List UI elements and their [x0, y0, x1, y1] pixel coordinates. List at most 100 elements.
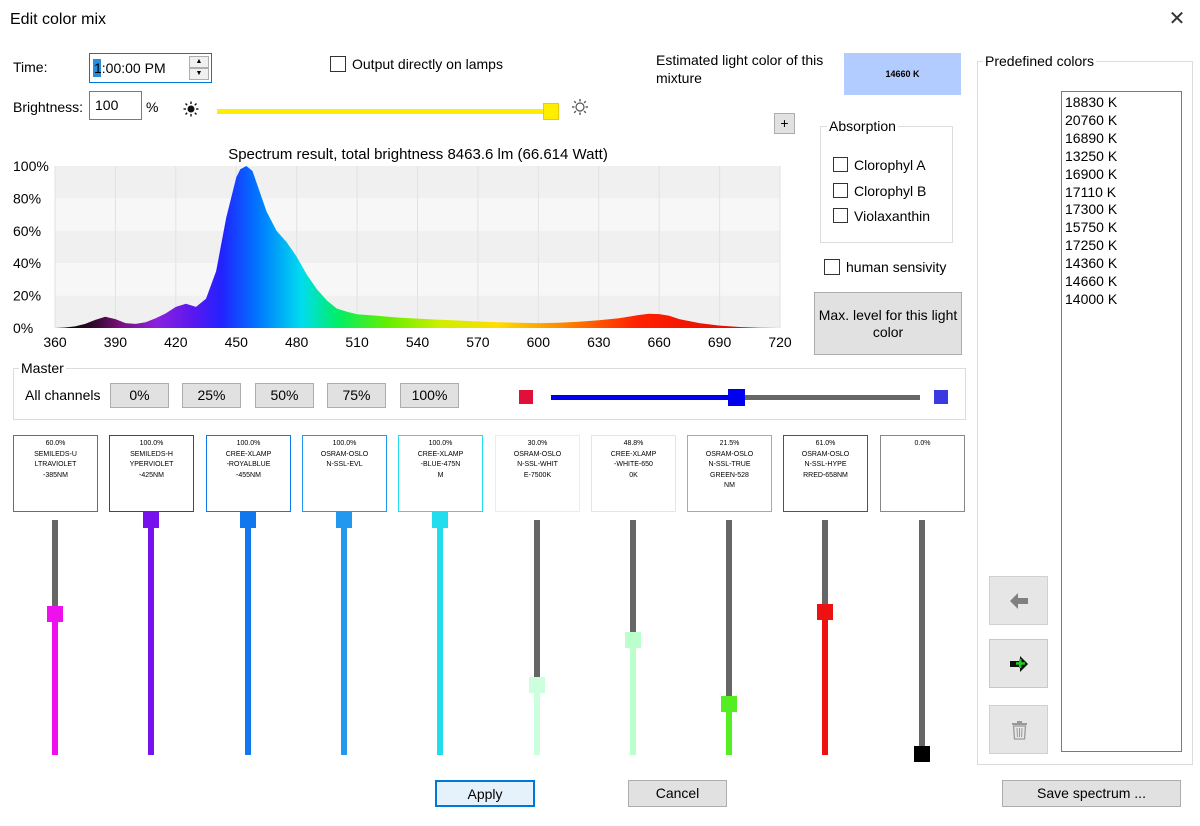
channel-slider-track[interactable]: [919, 520, 925, 755]
max-level-button[interactable]: Max. level for this light color: [814, 292, 962, 355]
list-item[interactable]: 14660 K: [1065, 273, 1118, 290]
list-item[interactable]: 17250 K: [1065, 237, 1118, 254]
channel-percent: 100.0%: [236, 440, 261, 447]
list-item[interactable]: 17110 K: [1065, 183, 1117, 200]
predefined-list[interactable]: 18830 K 20760 K 16890 K 13250 K 16900 K 17110…: [1061, 91, 1182, 752]
list-item[interactable]: 17300 K: [1065, 201, 1118, 218]
channel-percent: 30.0%: [527, 440, 548, 447]
channel-percent: 0.0%: [914, 440, 931, 447]
list-item[interactable]: 14000 K: [1065, 290, 1118, 307]
x-tick-label: 360: [43, 334, 67, 350]
channel-slider-thumb[interactable]: [817, 603, 833, 620]
channel-name-line: OSRAM-OSLO: [705, 450, 754, 458]
channel-name-line: -455NM: [236, 471, 261, 479]
sun-small-icon: [183, 101, 199, 117]
human-sensivity-checkbox[interactable]: [824, 259, 840, 275]
cancel-button[interactable]: Cancel: [628, 780, 727, 807]
list-item[interactable]: 18830 K: [1065, 94, 1118, 110]
preset-25-button[interactable]: 25%: [182, 383, 241, 408]
preset-75-button[interactable]: 75%: [327, 383, 386, 408]
channel-box-10[interactable]: 0.0%: [880, 435, 965, 512]
y-tick-label: 80%: [13, 190, 41, 206]
channel-name-line: OSRAM-OSLO: [513, 450, 562, 458]
sun-large-icon: [572, 99, 588, 115]
channel-name-line: CREE-XLAMP: [610, 450, 657, 458]
channel-slider-thumb[interactable]: [336, 512, 352, 528]
channel-name-line: N-SSL-EVL: [326, 461, 363, 468]
list-item[interactable]: 15750 K: [1065, 219, 1118, 236]
brightness-input[interactable]: 100: [89, 91, 142, 120]
channel-slider-track[interactable]: [534, 520, 540, 685]
close-icon[interactable]: ✕: [1168, 8, 1186, 30]
time-picker[interactable]: 1:00:00 PM ▲ ▼: [89, 53, 212, 83]
estimated-color-value: 14660 K: [885, 69, 920, 79]
clorophyl-b-checkbox[interactable]: [833, 183, 848, 198]
load-color-button[interactable]: [989, 576, 1048, 625]
apply-button[interactable]: Apply: [435, 780, 535, 807]
brightness-slider-track[interactable]: [217, 109, 551, 114]
channel-slider-thumb[interactable]: [432, 512, 448, 528]
estimate-label-line2: mixture: [656, 70, 702, 86]
channel-slider-thumb[interactable]: [529, 676, 545, 693]
y-tick-label: 20%: [13, 288, 41, 304]
channel-box-8[interactable]: 21.5% OSRAM-OSLO N-SSL-TRUE GREEN-528 NM: [687, 435, 772, 512]
channel-slider-track[interactable]: [822, 520, 828, 612]
channel-name-line: -WHITE-650: [614, 461, 653, 468]
channel-slider-thumb[interactable]: [240, 512, 256, 528]
violaxanthin-checkbox[interactable]: [833, 208, 848, 223]
max-level-line1: Max. level for this light: [818, 307, 958, 323]
channel-box-4[interactable]: 100.0% OSRAM-OSLO N-SSL-EVL: [302, 435, 387, 512]
channel-box-5[interactable]: 100.0% CREE-XLAMP -BLUE-475N M: [398, 435, 483, 512]
channel-slider-fill: [341, 520, 347, 755]
output-lamps-label: Output directly on lamps: [352, 56, 503, 72]
time-value: 1:00:00 PM: [94, 60, 166, 76]
channel-slider-track[interactable]: [52, 520, 58, 614]
channel-name-line: SEMILEDS-H: [130, 450, 173, 458]
channel-box-7[interactable]: 48.8% CREE-XLAMP -WHITE-650 0K: [591, 435, 676, 512]
channel-percent: 100.0%: [332, 440, 357, 447]
delete-color-button[interactable]: [989, 705, 1048, 754]
list-item[interactable]: 14360 K: [1065, 255, 1118, 272]
list-item[interactable]: 16890 K: [1065, 129, 1118, 146]
channel-slider-thumb[interactable]: [625, 632, 641, 649]
time-label: Time:: [13, 59, 48, 75]
channel-slider-track[interactable]: [630, 520, 636, 641]
time-down-icon[interactable]: ▼: [189, 68, 209, 80]
list-item[interactable]: 16900 K: [1065, 165, 1118, 182]
y-tick-label: 60%: [13, 223, 41, 239]
add-color-button[interactable]: [989, 639, 1048, 688]
x-tick-label: 630: [587, 334, 611, 350]
channel-name-line: E-7500K: [523, 471, 552, 479]
save-spectrum-button[interactable]: Save spectrum ...: [1002, 780, 1181, 807]
channel-percent: 21.5%: [719, 440, 740, 447]
channel-name-line: NM: [724, 482, 735, 489]
time-up-icon[interactable]: ▲: [189, 56, 209, 68]
clorophyl-a-checkbox[interactable]: [833, 157, 848, 172]
blue-square-icon: [934, 390, 948, 404]
channel-name-line: N-SSL-TRUE: [708, 461, 751, 468]
list-item[interactable]: 13250 K: [1065, 147, 1118, 164]
channel-box-3[interactable]: 100.0% CREE-XLAMP -ROYALBLUE -455NM: [206, 435, 291, 512]
preset-0-button[interactable]: 0%: [110, 383, 169, 408]
channel-name-line: -BLUE-475N: [420, 461, 461, 468]
channel-box-9[interactable]: 61.0% OSRAM-OSLO N-SSL-HYPE RRED-658NM: [783, 435, 868, 512]
channel-slider-thumb[interactable]: [914, 746, 930, 762]
list-item[interactable]: 20760 K: [1065, 111, 1118, 128]
master-slider-thumb[interactable]: [727, 389, 745, 406]
channel-box-6[interactable]: 30.0% OSRAM-OSLO N-SSL-WHIT E-7500K: [495, 435, 580, 512]
preset-100-button[interactable]: 100%: [400, 383, 459, 408]
channel-box-2[interactable]: 100.0% SEMILEDS-H YPERVIOLET -425NM: [109, 435, 194, 512]
expand-button[interactable]: +: [774, 113, 795, 134]
channel-name-line: N-SSL-HYPE: [804, 461, 847, 468]
text-selection: [93, 59, 101, 77]
channel-slider-fill: [630, 640, 636, 755]
channel-slider-thumb[interactable]: [143, 512, 159, 528]
channel-slider-thumb[interactable]: [47, 606, 63, 622]
output-lamps-checkbox[interactable]: [330, 56, 346, 72]
channel-box-1[interactable]: 60.0% SEMILEDS-U LTRAVIOLET -385NM: [13, 435, 98, 512]
brightness-slider-thumb[interactable]: [543, 103, 559, 120]
master-slider-fill: [551, 395, 736, 400]
channel-slider-track[interactable]: [726, 520, 732, 705]
preset-50-button[interactable]: 50%: [255, 383, 314, 408]
channel-slider-thumb[interactable]: [721, 696, 737, 713]
